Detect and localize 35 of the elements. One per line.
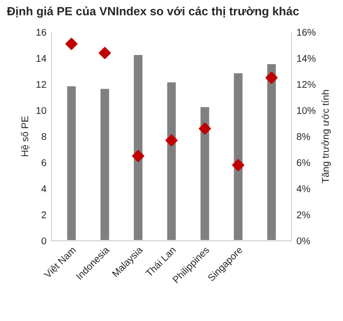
y-axis-title: Hệ số PE: [20, 116, 30, 156]
point: [65, 38, 78, 50]
y-tick-label: 6: [42, 159, 46, 166]
y2-tick-label: 14%: [297, 54, 316, 62]
y2-tick-label: 16%: [297, 28, 316, 36]
y2-axis-title: Tăng trưởng ước tính: [321, 90, 331, 184]
point: [232, 159, 244, 172]
y-tick-label: 14: [36, 55, 46, 62]
y-tick-label: 2: [42, 211, 46, 218]
y-tick-label: 10: [36, 107, 46, 114]
y-tick-label: 4: [41, 185, 46, 192]
point: [132, 150, 144, 162]
y2-tick-label: 0%: [296, 237, 310, 244]
point: [265, 72, 278, 84]
y2-tick-label: 10%: [297, 107, 316, 114]
bar: [266, 62, 278, 241]
y-tick-label: 12: [36, 80, 46, 88]
bar: [199, 106, 211, 241]
chart-title: Định giá PE của VNIndex so với các thị trường khác: [6, 6, 299, 18]
y2-tick-label: 4%: [296, 185, 310, 192]
bar: [232, 72, 244, 241]
y2-tick-label: 6%: [296, 159, 310, 166]
y2-tick-label: 8%: [296, 133, 310, 140]
y2-tick-label: 2%: [296, 211, 310, 218]
y2-tick-label: 12%: [297, 80, 316, 88]
point: [198, 122, 211, 135]
bar: [99, 87, 111, 241]
bar: [166, 80, 178, 241]
y-tick-label: 16: [36, 28, 46, 36]
point: [165, 134, 178, 146]
bar: [66, 84, 78, 241]
bar: [132, 54, 144, 241]
y-tick-label: 0: [42, 237, 46, 244]
y-tick-label: 8: [42, 133, 46, 140]
point: [98, 46, 111, 60]
